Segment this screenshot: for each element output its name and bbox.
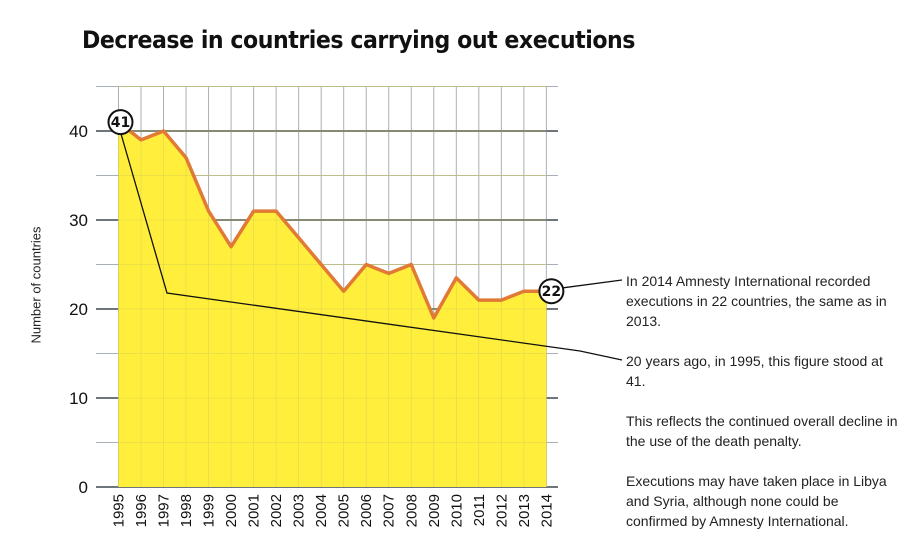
data-area-layer <box>116 86 549 487</box>
x-tick-label: 1995 <box>111 494 128 527</box>
x-tick-label: 1998 <box>178 494 195 527</box>
data-point <box>207 209 211 213</box>
x-tick-label: 2001 <box>246 494 263 527</box>
y-tick-label: 40 <box>69 122 88 141</box>
x-tick-labels: 1995 1996 1997 1998 1999 2000 2001 2002 2003 2004… <box>111 494 556 527</box>
data-point <box>319 263 323 266</box>
data-point <box>252 209 256 213</box>
x-tick-label: 2008 <box>403 494 420 527</box>
x-tick-label: 1996 <box>133 494 150 527</box>
x-tick-label: 2012 <box>493 494 510 527</box>
x-tick-label: 2003 <box>291 494 308 527</box>
data-point <box>139 138 143 142</box>
data-point <box>387 271 391 275</box>
y-tick-labels: 0 10 20 30 40 <box>69 122 88 497</box>
value-marker-2014 <box>538 278 565 305</box>
y-tick-label: 20 <box>69 300 88 319</box>
data-point <box>409 263 413 266</box>
x-tick-label: 2005 <box>336 494 353 527</box>
data-point <box>184 156 188 160</box>
callout-line-1995 <box>119 131 623 361</box>
x-tick-label: 2007 <box>381 494 398 527</box>
x-tick-label: 2014 <box>538 494 555 527</box>
x-tick-label: 2004 <box>313 494 330 527</box>
data-point <box>274 209 278 213</box>
data-point <box>297 236 301 240</box>
x-tick-label: 2000 <box>223 494 240 527</box>
note-2014-recorded: In 2014 Amnesty International recorded e… <box>626 273 887 329</box>
marker-layer: 41 22 <box>107 109 565 305</box>
series-line <box>116 120 549 320</box>
x-tick-label: 1997 <box>156 494 173 527</box>
value-marker-label: 41 <box>111 115 130 131</box>
data-point <box>229 245 233 249</box>
x-tick-label: 2006 <box>358 494 375 527</box>
note-1995-figure: 20 years ago, in 1995, this figure stood… <box>626 353 883 389</box>
y-tick-label: 10 <box>69 389 88 408</box>
x-tick-label: 2013 <box>516 494 533 527</box>
x-tick-label: 1999 <box>201 494 218 527</box>
data-point <box>432 316 436 320</box>
value-marker-label: 22 <box>542 284 561 300</box>
data-point <box>342 289 346 293</box>
data-point <box>162 129 166 133</box>
x-tick-label: 2010 <box>448 494 465 527</box>
callout-lines <box>119 131 623 361</box>
data-point <box>364 263 368 266</box>
data-point <box>454 276 458 280</box>
note-overall-decline: This reflects the continued overall decl… <box>626 413 898 449</box>
data-point <box>499 298 503 302</box>
y-tick-label: 30 <box>69 211 88 230</box>
callout-line-2014 <box>560 279 623 289</box>
x-tick-label: 2009 <box>426 494 443 527</box>
value-marker-1995 <box>107 109 134 136</box>
chart-title: Decrease in countries carrying out execu… <box>82 26 635 54</box>
data-point <box>522 289 526 293</box>
x-tick-label: 2002 <box>268 494 285 527</box>
y-tick-label: 0 <box>79 478 88 497</box>
data-point <box>477 298 481 302</box>
note-libya-syria: Executions may have taken place in Libya… <box>626 473 887 529</box>
area-fill <box>118 122 547 487</box>
x-tick-label: 2011 <box>471 494 488 526</box>
